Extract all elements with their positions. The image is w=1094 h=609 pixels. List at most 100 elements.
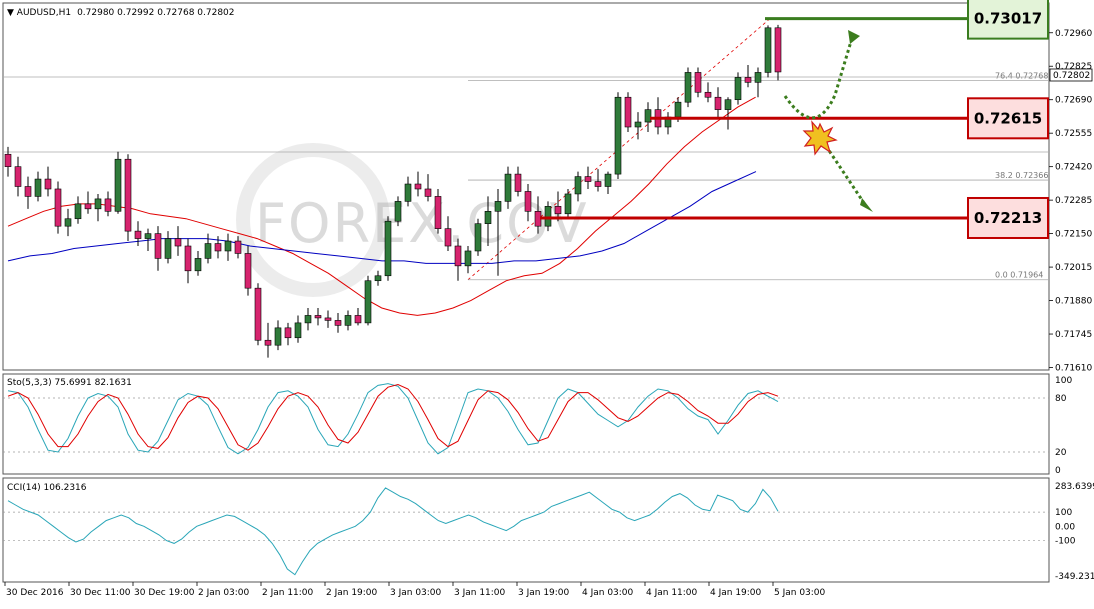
bear-candle (444, 228, 452, 247)
bear-candle (244, 253, 252, 289)
slow-moving-average (7, 171, 757, 264)
bull-candle (574, 176, 582, 195)
time-tick-label: 2 Jan 19:00 (326, 588, 378, 598)
current-price-box (1049, 68, 1093, 82)
bear-candle (154, 233, 162, 259)
breakout-burst-icon (802, 120, 838, 156)
header-symbol: AUDUSD,H1 (17, 8, 71, 18)
fib-level-label: 38.2 0.72366 (995, 171, 1048, 180)
stochastic-label: Sto(5,3,3) 75.6991 82.1631 (7, 378, 132, 388)
bear-candle (514, 173, 522, 192)
projection-arrows (783, 30, 873, 212)
bear-candle (624, 96, 632, 128)
down-arrow-head (860, 198, 873, 212)
bear-candle (84, 203, 92, 210)
bear-candle (694, 72, 702, 93)
cci-line (3, 487, 1049, 576)
support-level-value: 0.72213 (974, 209, 1042, 227)
bear-candle (314, 315, 322, 319)
bull-candle (404, 183, 412, 202)
resistance-level-value: 0.73017 (974, 10, 1042, 28)
bull-candle (564, 193, 572, 215)
bear-candle (334, 320, 342, 326)
bull-candle (674, 101, 682, 118)
stochastic-axis: 100 80 20 0 (1055, 376, 1072, 476)
bull-candle (204, 243, 212, 259)
bull-candle (274, 327, 282, 346)
bear-candle (4, 153, 12, 167)
bear-candle (744, 77, 752, 83)
bull-candle (94, 198, 102, 210)
price-tick-label: 0.72690 (1055, 96, 1092, 106)
price-tick-label: 0.71745 (1055, 330, 1092, 340)
current-price-value: 0.72802 (1053, 71, 1090, 81)
price-tick-label: 0.71610 (1055, 364, 1092, 374)
bull-candle (224, 240, 232, 252)
bull-candle (734, 77, 742, 101)
bear-candle (174, 238, 182, 247)
chart-header: ▼ AUDUSD,H1 0.72980 0.72992 0.72768 0.728… (7, 8, 235, 18)
bull-candle (194, 258, 202, 272)
resistance-level-tag (967, 0, 1049, 40)
stochastic-tick-label: 0 (1055, 466, 1061, 476)
price-levels[interactable]: 0.73017 0.72615 0.72213 (540, 0, 1049, 239)
bull-candle (74, 203, 82, 220)
bear-candle (354, 315, 362, 324)
price-tick-label: 0.72420 (1055, 163, 1092, 173)
bull-candle (364, 280, 372, 324)
bull-candle (164, 238, 172, 259)
bull-candle (64, 218, 72, 227)
price-tick-label: 0.72555 (1055, 129, 1092, 139)
bull-candle (484, 210, 492, 224)
bull-candle (544, 206, 552, 227)
time-axis[interactable]: 30 Dec 2016 30 Dec 11:00 30 Dec 19:00 2 Jan… (4, 582, 826, 598)
watermark-ring (236, 143, 390, 297)
header-ohlc: 0.72980 0.72992 0.72768 0.72802 (77, 8, 234, 18)
bear-candle (44, 178, 52, 190)
bear-candle (184, 245, 192, 272)
main-price-pane[interactable] (2, 2, 1050, 371)
support-level-tag (967, 196, 1049, 239)
bear-candle (774, 27, 782, 73)
cci-tick-label: 100 (1055, 508, 1072, 518)
stochastic-pane[interactable] (2, 373, 1050, 475)
bear-candle (434, 196, 442, 229)
down-arrow-path (824, 145, 868, 207)
header-arrow-icon: ▼ (7, 8, 17, 18)
cci-pane[interactable] (2, 477, 1050, 583)
bull-candle (504, 173, 512, 202)
fibonacci-levels[interactable]: 76.4 0.72768 38.2 0.72366 0.0 0.71964 (3, 18, 1049, 281)
stochastic-signal-line (7, 383, 779, 451)
price-axis[interactable]: 0.72960 0.72825 0.72690 0.72555 0.72420 0.722… (1049, 29, 1092, 374)
stochastic-tick-label: 80 (1055, 394, 1067, 404)
watermark: FOREX.COV (236, 143, 589, 297)
bear-candle (324, 317, 332, 321)
stochastic-lines (3, 383, 1049, 455)
bull-candle (724, 99, 732, 110)
bull-candle (114, 158, 122, 212)
bull-candle (754, 72, 762, 83)
bull-candle (634, 121, 642, 128)
fib-level-label: 0.0 0.71964 (995, 271, 1043, 280)
stochastic-tick-label: 100 (1055, 376, 1072, 386)
bear-candle (24, 186, 32, 197)
watermark-text: FOREX.COV (255, 192, 589, 255)
cci-tick-label: 283.6399 (1055, 482, 1094, 492)
price-tick-label: 0.72015 (1055, 263, 1092, 273)
price-tick-label: 0.72825 (1055, 62, 1092, 72)
bear-candle (264, 339, 272, 346)
bear-candle (424, 188, 432, 197)
cci-tick-label: -349.2316 (1055, 572, 1094, 582)
bull-candle (394, 201, 402, 222)
bull-candle (144, 233, 152, 239)
time-tick-label: 30 Dec 2016 (6, 588, 64, 598)
bear-candle (234, 240, 242, 254)
bull-candle (34, 178, 42, 197)
bull-candle (464, 250, 472, 267)
cci-series-line (7, 487, 779, 576)
time-tick-label: 2 Jan 03:00 (198, 588, 250, 598)
current-price-tag: 0.72802 (1049, 68, 1093, 82)
time-tick-label: 30 Dec 19:00 (134, 588, 195, 598)
